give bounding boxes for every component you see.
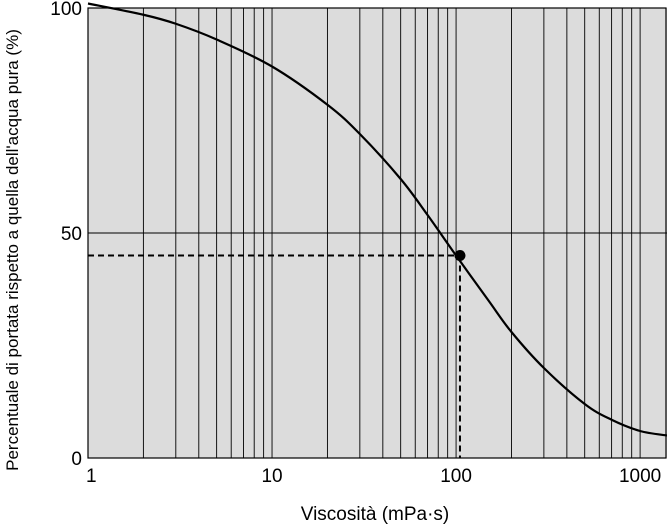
series-line <box>87 2 667 437</box>
x-tick-label: 1 <box>86 466 97 487</box>
highlight-point <box>454 250 466 261</box>
x-tick-label: 1000 <box>619 466 661 487</box>
grid-lines <box>88 8 667 458</box>
y-tick-label: 100 <box>50 0 82 20</box>
x-axis-label: Viscosità (mPa·s) <box>301 504 450 525</box>
y-tick-labels: 0 50 100 <box>50 0 82 470</box>
y-tick-label: 50 <box>61 224 82 245</box>
y-axis-label: Percentuale di portata rispetto a quella… <box>3 29 22 471</box>
x-tick-label: 100 <box>440 466 472 487</box>
x-tick-label: 10 <box>261 466 282 487</box>
y-tick-label: 0 <box>71 449 82 470</box>
reference-lines <box>88 254 461 458</box>
plot-frame <box>87 7 667 459</box>
x-tick-labels: 1 10 100 1000 <box>86 466 661 487</box>
